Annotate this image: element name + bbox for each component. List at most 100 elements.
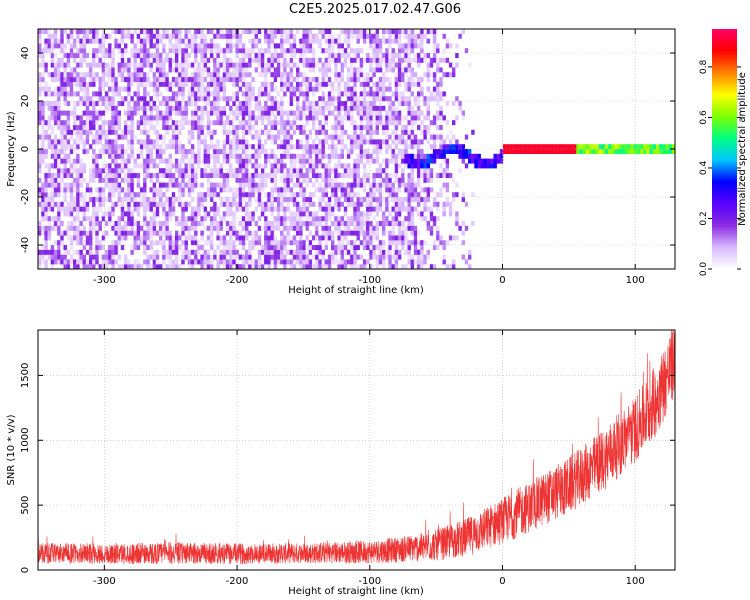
spectrogram-cell — [448, 149, 453, 154]
spectrogram-cell — [292, 249, 297, 255]
spectrogram-cell — [175, 216, 179, 222]
spectrogram-cell — [432, 197, 437, 202]
spectrogram-cell — [50, 62, 55, 68]
spectrogram-cell — [235, 153, 239, 159]
spectrogram-cell — [76, 81, 80, 87]
spectrogram-cell — [127, 91, 131, 97]
spectrogram-cell — [76, 192, 80, 198]
spectrogram-cell — [248, 86, 252, 92]
spectrogram-cell — [318, 125, 322, 130]
spectrogram-cell — [171, 259, 176, 265]
spectrogram-cell — [267, 206, 271, 212]
spectrogram-cell — [197, 134, 201, 140]
spectrogram-cell — [184, 110, 188, 116]
spectrogram-cell — [270, 53, 274, 58]
spectrogram-cell — [356, 125, 360, 130]
spectrogram-cell — [149, 206, 153, 212]
spectrogram-cell — [232, 240, 236, 246]
spectrogram-cell — [429, 96, 434, 102]
spectrogram-cell — [289, 259, 293, 265]
spectrogram-x-tick-label: 0 — [499, 275, 505, 286]
spectrogram-cell — [608, 149, 612, 154]
spectrogram-cell — [79, 221, 83, 226]
spectrogram-cell — [175, 235, 179, 241]
spectrogram-cell — [350, 134, 354, 140]
spectrogram-cell — [264, 225, 268, 231]
spectrogram-cell — [404, 216, 408, 222]
spectrogram-cell — [318, 67, 322, 73]
spectrogram-cell — [359, 182, 364, 188]
spectrogram-cell — [69, 86, 74, 92]
spectrogram-cell — [417, 197, 421, 202]
spectrogram-cell — [302, 197, 306, 202]
spectrogram-cell — [124, 149, 128, 154]
spectrogram-cell — [366, 125, 370, 130]
spectrogram-cell — [111, 249, 115, 255]
spectrogram-cell — [108, 216, 112, 222]
spectrogram-cell — [302, 29, 306, 34]
spectrogram-cell — [50, 33, 55, 39]
spectrogram-cell — [283, 254, 287, 260]
spectrogram-cell — [353, 91, 357, 97]
spectrogram-cell — [503, 144, 507, 150]
spectrogram-cell — [213, 211, 217, 217]
spectrogram-cell — [245, 125, 249, 130]
spectrogram-cell — [206, 57, 211, 63]
spectrogram-cell — [324, 163, 328, 169]
spectrogram-cell — [155, 86, 160, 92]
spectrogram-cell — [171, 249, 176, 255]
spectrogram-cell — [318, 144, 322, 150]
spectrogram-cell — [79, 173, 83, 178]
spectrogram-cell — [311, 216, 316, 222]
spectrogram-cell — [378, 105, 383, 111]
spectrogram-cell — [280, 43, 284, 49]
spectrogram-cell — [114, 201, 118, 207]
spectrogram-cell — [232, 67, 236, 73]
spectrogram-cell — [143, 158, 147, 164]
spectrogram-cell — [152, 77, 157, 82]
spectrogram-cell — [331, 249, 335, 255]
spectrogram-cell — [356, 225, 360, 231]
spectrogram-cell — [149, 33, 153, 39]
spectrogram-cell — [407, 129, 411, 135]
spectrogram-cell — [168, 249, 172, 255]
spectrogram-cell — [203, 240, 207, 246]
spectrogram-cell — [410, 43, 414, 49]
spectrogram-cell — [273, 125, 278, 130]
spectrogram-cell — [155, 91, 160, 97]
spectrogram-cell — [57, 96, 61, 102]
spectrogram-cell — [346, 72, 351, 78]
spectrogram-cell — [280, 62, 284, 68]
spectrogram-cell — [350, 101, 354, 106]
spectrogram-cell — [401, 235, 405, 241]
spectrogram-cell — [426, 110, 430, 116]
spectrogram-cell — [369, 206, 373, 212]
spectrogram-cell — [98, 240, 102, 246]
spectrogram-cell — [206, 115, 211, 121]
spectrogram-cell — [44, 201, 48, 207]
spectrogram-cell — [273, 245, 278, 250]
spectrogram-cell — [241, 144, 246, 150]
spectrogram-cell — [248, 245, 252, 250]
spectrogram-cell — [171, 67, 176, 73]
spectrogram-cell — [57, 216, 61, 222]
spectrogram-cell — [378, 187, 383, 193]
spectrogram-cell — [318, 206, 322, 212]
spectrogram-cell — [397, 101, 402, 106]
spectrogram-cell — [155, 81, 160, 87]
spectrogram-cell — [222, 125, 227, 130]
spectrogram-cell — [557, 149, 561, 154]
spectrogram-cell — [203, 62, 207, 68]
spectrogram-cell — [547, 144, 551, 150]
spectrogram-cell — [57, 91, 61, 97]
spectrogram-cell — [155, 259, 160, 265]
spectrogram-cell — [286, 197, 290, 202]
spectrogram-cell — [146, 38, 150, 44]
spectrogram-cell — [385, 173, 389, 178]
spectrogram-cell — [101, 67, 106, 73]
spectrogram-cell — [264, 110, 268, 116]
spectrogram-cell — [289, 264, 293, 270]
spectrogram-cell — [213, 81, 217, 87]
spectrogram-cell — [152, 53, 157, 58]
spectrogram-cell — [385, 134, 389, 140]
